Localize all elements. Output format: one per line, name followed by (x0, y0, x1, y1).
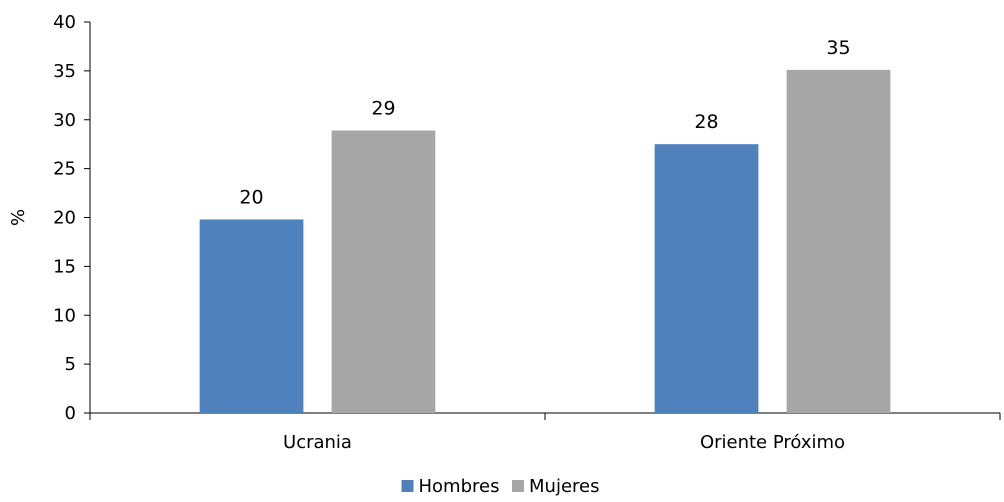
bar (654, 144, 759, 413)
data-label: 29 (371, 98, 395, 120)
y-tick-label: 10 (53, 305, 76, 326)
y-axis: 0 5 10 15 20 25 30 35 40 (53, 12, 91, 424)
bar (331, 130, 436, 413)
legend-label: Mujeres (529, 476, 599, 497)
y-axis-title: % (8, 209, 29, 226)
y-tick-label: 5 (65, 354, 76, 375)
y-tick-label: 35 (53, 61, 76, 82)
bar (199, 219, 304, 413)
legend-label: Hombres (419, 476, 500, 497)
x-axis: Ucrania Oriente Próximo (89, 412, 1001, 453)
data-label: 28 (694, 111, 718, 133)
y-tick-label: 25 (53, 159, 76, 180)
y-tick-label: 0 (65, 403, 76, 424)
data-label: 35 (826, 37, 850, 59)
data-label: 20 (239, 186, 263, 208)
y-tick-label: 30 (53, 110, 76, 131)
x-category-label: Ucrania (283, 432, 352, 453)
y-tick-label: 40 (53, 12, 76, 33)
data-labels: 20 29 28 35 (239, 37, 850, 209)
y-tick-label: 15 (53, 256, 76, 277)
legend-swatch (512, 480, 524, 492)
bars (199, 69, 891, 414)
x-category-label: Oriente Próximo (700, 432, 845, 453)
y-tick-label: 20 (53, 208, 76, 229)
legend-swatch (401, 480, 414, 492)
bar (786, 69, 891, 414)
legend: Hombres Mujeres (401, 476, 599, 497)
